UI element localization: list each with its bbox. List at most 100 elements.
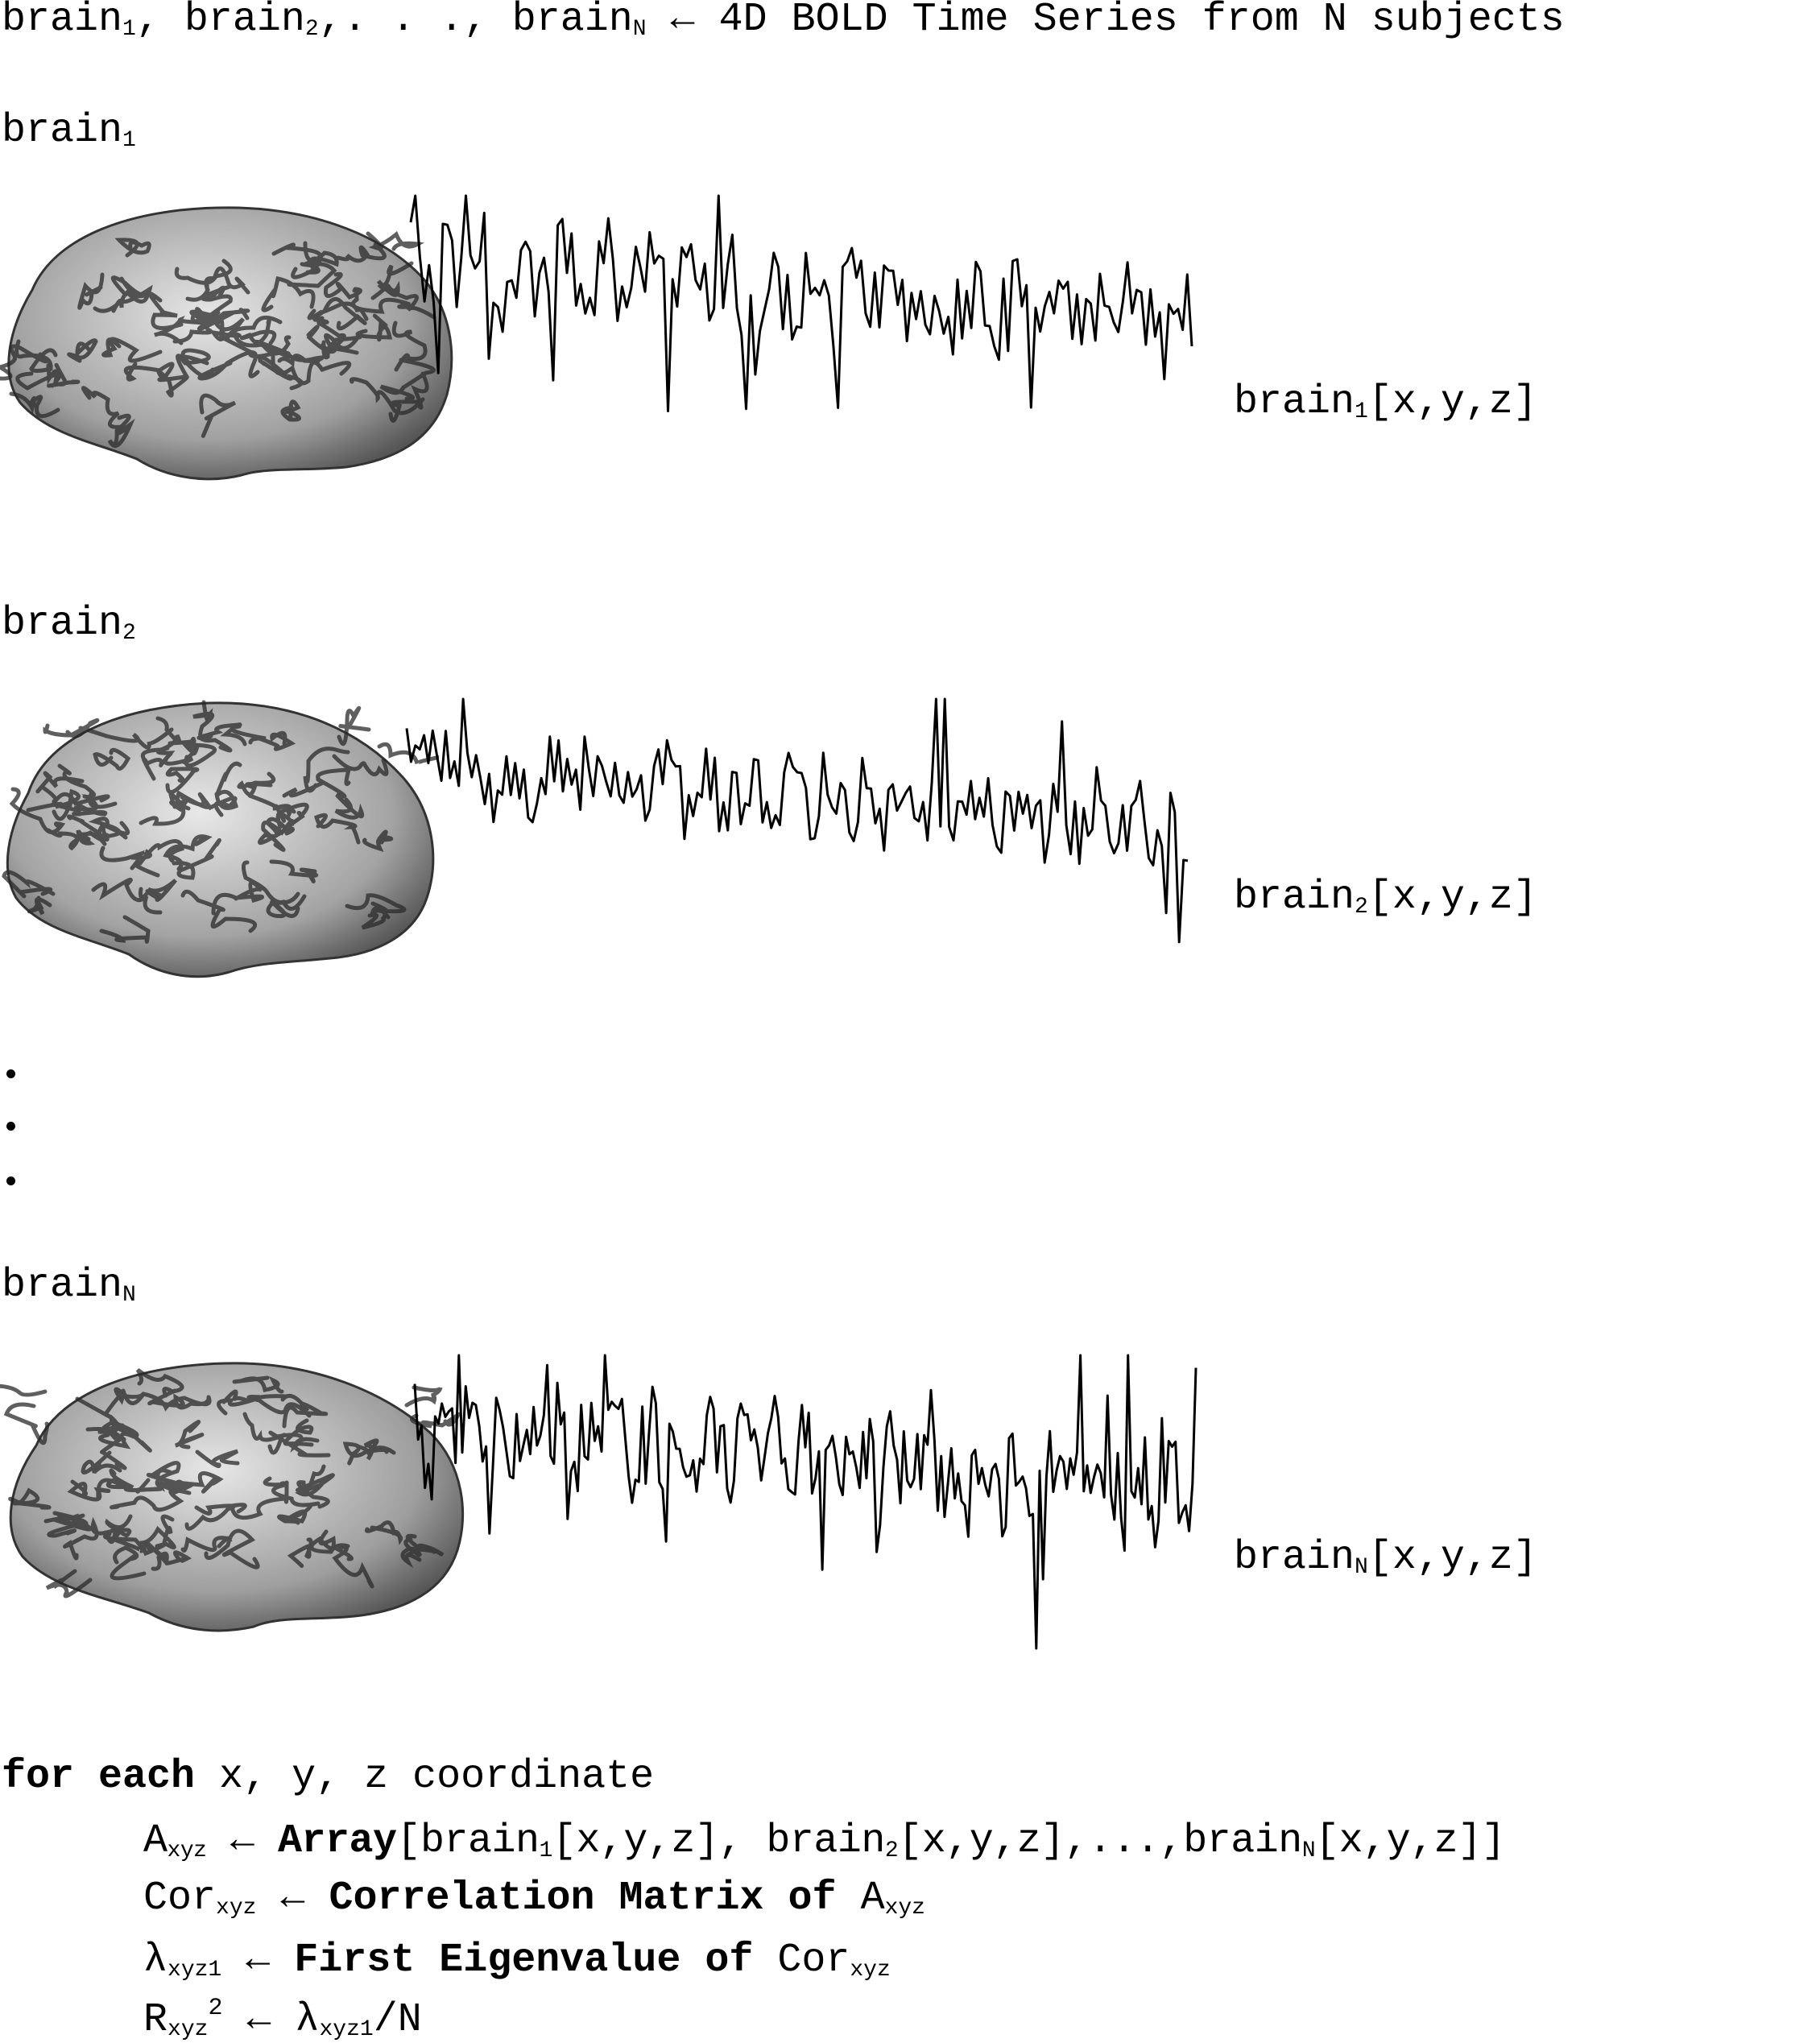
array-part-1: [brain: [396, 1818, 540, 1864]
brain-fold: [67, 1479, 111, 1502]
brain-fold: [377, 742, 439, 766]
for-each-rest: x, y, z coordinate: [195, 1754, 655, 1800]
var-lambda: λ: [143, 1938, 168, 1983]
row-n-title-text: brain: [2, 1263, 123, 1309]
header-arrow: ←: [670, 0, 695, 43]
brain-fold: [320, 333, 362, 353]
row-2-label-sub: 2: [1355, 895, 1368, 920]
brain-fold: [107, 413, 135, 449]
brain-fold: [139, 879, 177, 902]
brain-fold: [313, 813, 361, 845]
brain-n-voxel-label: brainN[x,y,z]: [1234, 1535, 1537, 1581]
brain-fold: [175, 1420, 205, 1450]
algorithm-line-eigenvalue: λxyz1 ← First Eigenvalue of Corxyz: [143, 1938, 891, 1983]
brain-fold: [197, 350, 260, 381]
arrow-4: ←: [222, 1997, 296, 2043]
brain-fold: [370, 283, 436, 320]
ellipsis-dot-2: [6, 1122, 15, 1131]
brain-fold: [35, 771, 85, 804]
var-r: R: [143, 1997, 168, 2043]
row-n-label-coords: [x,y,z]: [1367, 1535, 1537, 1581]
brain-fold: [240, 316, 277, 345]
row-1-title-text: brain: [2, 108, 123, 154]
header-sub-2: 2: [304, 17, 319, 42]
brain-fold: [27, 895, 52, 916]
brain-1-time-series: [409, 194, 1193, 412]
brain-fold: [230, 1480, 289, 1520]
brain-fold: [379, 358, 436, 401]
brain-fold: [312, 297, 367, 331]
brain-fold: [99, 846, 152, 871]
brain-fold: [63, 1516, 122, 1561]
brain-fold: [111, 276, 151, 313]
brain-fold: [261, 276, 316, 312]
ellipsis-dot-1: [6, 1069, 15, 1078]
brain-fold: [316, 318, 359, 355]
array-keyword: Array: [277, 1818, 397, 1864]
brain-fold: [78, 726, 174, 750]
brain-fold: [277, 1503, 313, 1525]
array-part-2: [x,y,z], brain: [552, 1818, 886, 1864]
brain-fold: [261, 812, 295, 852]
brain-2-time-series: [405, 697, 1189, 944]
brain-fold: [355, 313, 393, 342]
brain-fold: [174, 267, 218, 302]
brain-fold: [142, 1542, 169, 1571]
var-a: A: [143, 1818, 168, 1864]
brain-fold: [0, 1383, 48, 1397]
brain-fold: [110, 1488, 192, 1512]
brain-fold: [57, 763, 118, 809]
brain-fold: [364, 1520, 403, 1545]
r-over-n: /N: [373, 1997, 422, 2043]
row-2-label-coords: [x,y,z]: [1367, 875, 1537, 920]
array-part-4: [x,y,z]]: [1315, 1818, 1506, 1864]
row-1-label-sub: 1: [1355, 399, 1368, 424]
brain-fold: [14, 339, 58, 373]
arrow-2: ←: [256, 1876, 329, 1921]
brain-fold: [212, 258, 250, 295]
brain-fold: [195, 1449, 240, 1469]
array-sub-1: 1: [539, 1838, 553, 1863]
corr-target-sub: xyz: [884, 1896, 925, 1921]
brain-fold: [140, 716, 182, 763]
brain-fold: [400, 1545, 437, 1569]
brain-fold: [26, 788, 81, 821]
brain-fold: [345, 893, 407, 914]
brain-fold: [45, 1569, 93, 1598]
brain-fold: [180, 889, 258, 933]
var-lambda-sub: xyz1: [168, 1958, 222, 1983]
r-lambda: λ: [295, 1997, 320, 2043]
brain-2-image: [2, 700, 439, 978]
brain-fold: [296, 1464, 330, 1509]
row-1-label-coords: [x,y,z]: [1367, 379, 1537, 425]
brain-fold: [77, 272, 105, 310]
row-1-label-text: brain: [1234, 379, 1355, 425]
brain-fold: [105, 1477, 163, 1494]
brain-fold: [99, 915, 151, 944]
brain-fold: [362, 829, 394, 853]
brain-fold: [376, 261, 414, 297]
header-line: brain1, brain2,. . ., brainN ← 4D BOLD T…: [2, 0, 1565, 43]
brain-fold: [391, 321, 428, 372]
brain-fold: [43, 718, 100, 738]
brain-fold: [232, 1375, 284, 1394]
brain-fold: [52, 1511, 89, 1529]
brain-fold: [139, 791, 186, 826]
eigen-target: Cor: [753, 1938, 850, 1983]
array-part-3: [x,y,z],...,brain: [898, 1818, 1302, 1864]
brain-fold: [254, 730, 296, 751]
brain-1-image: [0, 206, 453, 481]
brain-fold: [280, 399, 301, 422]
row-n-label-sub: N: [1355, 1555, 1368, 1580]
brain-fold: [263, 1476, 321, 1507]
brain-fold: [100, 1426, 127, 1470]
brain-fold: [337, 705, 371, 746]
brain-fold: [287, 262, 337, 288]
brain-fold: [156, 354, 191, 398]
var-r-sup: 2: [208, 1995, 223, 2022]
brain-fold: [280, 1393, 329, 1429]
brain-fold: [71, 794, 110, 817]
brain-fold: [96, 1468, 134, 1499]
row-n-label-text: brain: [1234, 1535, 1355, 1581]
for-each-keyword: for each: [2, 1754, 196, 1800]
